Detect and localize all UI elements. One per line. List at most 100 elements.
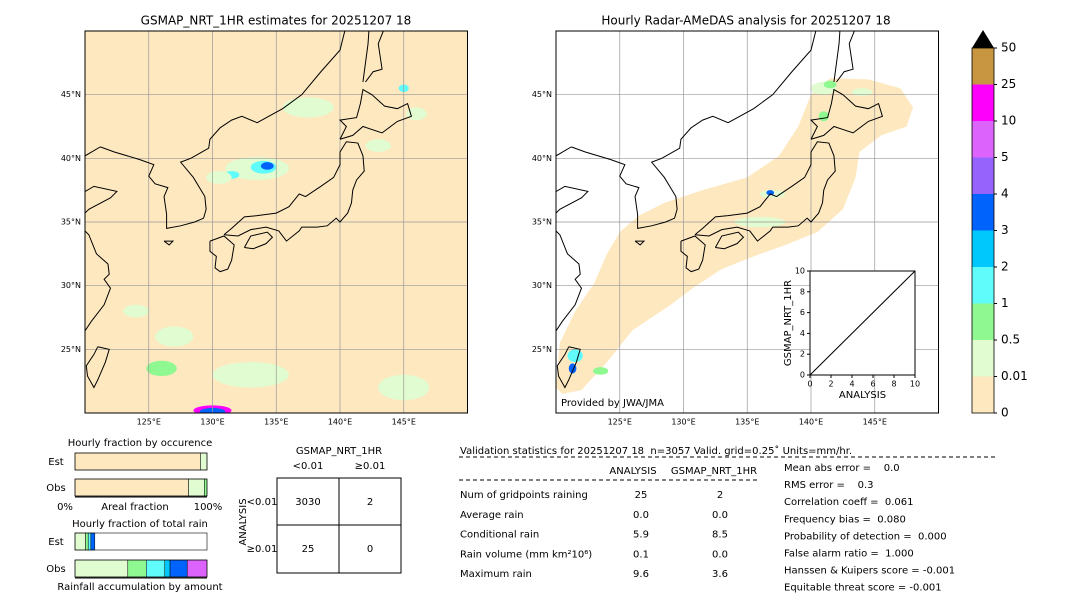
panel-title: Hourly fraction of total rain: [72, 519, 208, 530]
column-label: ≥0.01: [355, 461, 386, 472]
axis-label: Rainfall accumulation by amount: [57, 582, 222, 593]
stat-value: 8.5: [712, 530, 728, 541]
score: Equitable threat score = -0.001: [784, 583, 942, 594]
x-tick-label: 0: [807, 380, 812, 389]
stat-value: 3.6: [712, 569, 728, 580]
map: [85, 31, 468, 413]
coastline: [680, 235, 706, 273]
colorbar-segment: [972, 303, 994, 340]
colorbar-label: 3: [1001, 223, 1009, 237]
lon-label: 140°E: [799, 418, 823, 427]
x-tick-label: 10: [910, 380, 920, 389]
stat-value: 25: [635, 490, 648, 501]
rain-patch: [282, 97, 334, 118]
colorbar-label: 1: [1001, 296, 1009, 310]
column-header: GSMAP_NRT_1HR: [671, 466, 757, 477]
score: False alarm ratio = 1.000: [784, 549, 914, 560]
rain-patch: [146, 360, 177, 377]
lat-label: 25°N: [532, 345, 552, 354]
coastline: [556, 146, 589, 332]
score: Hanssen & Kuipers score = -0.001: [784, 566, 955, 577]
lon-label: 145°E: [392, 418, 416, 427]
y-axis-label: GSMAP_NRT_1HR: [783, 280, 794, 366]
rain-patch: [766, 190, 775, 196]
bar-frame: [74, 559, 208, 578]
coastline: [634, 240, 646, 246]
fraction-bar: [127, 559, 147, 578]
panel-title: Hourly fraction by occurence: [68, 438, 212, 449]
coastline: [556, 346, 581, 389]
lat-label: 35°N: [532, 218, 552, 227]
row-label: ≥0.01: [247, 544, 278, 555]
colorbar-segment: [972, 340, 994, 377]
column-header: ANALYSIS: [609, 466, 656, 477]
contingency-cell: 0: [367, 544, 373, 555]
rain-patch: [818, 111, 829, 122]
stat-value: 0.0: [633, 510, 649, 521]
axis-label: Areal fraction: [101, 502, 168, 513]
fraction-bar: [188, 478, 205, 497]
stat-label: Average rain: [460, 510, 524, 521]
coastline: [571, 31, 817, 229]
lon-label: 130°E: [671, 418, 695, 427]
lon-label: 135°E: [735, 418, 759, 427]
colorbar-segment: [972, 48, 994, 85]
contingency-title: GSMAP_NRT_1HR: [296, 446, 382, 457]
fraction-bar: [204, 478, 208, 497]
lat-label: 25°N: [61, 345, 81, 354]
diagonal: [809, 270, 916, 376]
colorbar-label: 0: [1001, 406, 1009, 420]
fraction-bar: [74, 478, 189, 497]
rain-patch: [823, 80, 837, 89]
coastline: [694, 141, 836, 242]
stat-value: 9.6: [633, 569, 649, 580]
y-tick-label: 4: [800, 329, 805, 338]
colorbar-label: 2: [1001, 260, 1009, 274]
contingency-cell: 3030: [295, 497, 320, 508]
colorbar-segment: [972, 194, 994, 231]
row-label: Obs: [46, 483, 65, 494]
stat-label: Rain volume (mm km²10⁶): [460, 549, 592, 560]
lat-label: 30°N: [61, 281, 81, 290]
fraction-bar: [186, 559, 208, 578]
coastline: [714, 231, 745, 250]
coastline: [362, 31, 370, 82]
contingency-cell: 25: [302, 544, 315, 555]
stat-value: 0.0: [712, 510, 728, 521]
x-tick-label: 2: [828, 380, 833, 389]
fraction-bar: [74, 452, 201, 471]
coastline: [85, 146, 118, 332]
y-tick-label: 8: [800, 287, 805, 296]
fraction-bar: [146, 559, 166, 578]
fraction-bar: [74, 532, 86, 551]
rain-patch: [406, 107, 427, 121]
map-title: Hourly Radar-AMeDAS analysis for 2025120…: [601, 14, 890, 28]
contingency-cell: 2: [367, 497, 373, 508]
colorbar-label: 25: [1001, 77, 1016, 91]
lat-label: 45°N: [61, 90, 81, 99]
colorbar-segment: [972, 84, 994, 121]
colorbar-segment: [972, 121, 994, 158]
x-axis-label: ANALYSIS: [839, 390, 886, 401]
rain-patch: [260, 162, 274, 170]
lon-label: 140°E: [328, 418, 352, 427]
lon-label: 130°E: [200, 418, 224, 427]
score: RMS error = 0.3: [784, 480, 874, 491]
map-frame: [555, 30, 939, 414]
row-label: Est: [48, 457, 64, 468]
coastline: [163, 240, 175, 246]
colorbar-label: 10: [1001, 114, 1016, 128]
coastline: [209, 235, 235, 273]
colorbar-extend: [972, 30, 994, 48]
x-tick-label: 4: [849, 380, 854, 389]
rain-patch: [206, 171, 232, 184]
colorbar-label: 4: [1001, 187, 1009, 201]
colorbar-segment: [972, 267, 994, 304]
colorbar-label: 50: [1001, 41, 1016, 55]
stats-header: Validation statistics for 20251207 18 n=…: [460, 445, 852, 457]
analysis-area: [556, 78, 913, 394]
colorbar-label: 0.5: [1001, 333, 1020, 347]
x-tick-label: 6: [870, 380, 875, 389]
lon-label: 135°E: [264, 418, 288, 427]
